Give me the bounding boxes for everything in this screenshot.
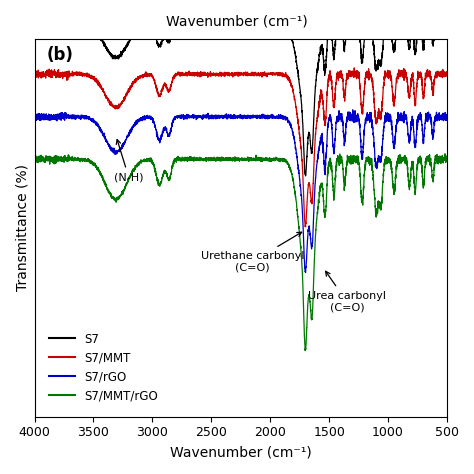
S7 <box>118 51 123 57</box>
Text: (b): (b) <box>47 46 74 64</box>
S7/rGO <box>226 113 232 119</box>
S7/MMT <box>412 100 418 106</box>
S7/MMT/rGO <box>276 158 282 164</box>
S7/MMT <box>303 224 309 229</box>
Legend: S7, S7/MMT, S7/rGO, S7/MMT/rGO: S7, S7/MMT, S7/rGO, S7/MMT/rGO <box>45 328 163 407</box>
S7/MMT <box>351 65 357 71</box>
S7/MMT <box>294 107 300 113</box>
S7/rGO <box>412 139 418 145</box>
S7 <box>412 51 418 56</box>
S7/rGO <box>294 150 300 156</box>
S7 <box>303 173 309 179</box>
S7/MMT <box>444 73 450 79</box>
S7 <box>294 61 300 67</box>
S7/rGO <box>350 107 356 113</box>
S7/MMT/rGO <box>226 156 232 162</box>
S7 <box>32 21 37 27</box>
S7/MMT <box>276 73 282 78</box>
Line: S7: S7 <box>35 20 447 176</box>
Y-axis label: Transmittance (%): Transmittance (%) <box>15 164 29 291</box>
S7/MMT/rGO <box>412 192 418 198</box>
Text: Urethane carbonyl
(C=O): Urethane carbonyl (C=O) <box>201 232 304 272</box>
S7/rGO <box>32 110 37 116</box>
Text: Wavenumber (cm⁻¹): Wavenumber (cm⁻¹) <box>166 14 308 28</box>
S7 <box>181 24 186 30</box>
S7/MMT <box>181 72 186 77</box>
S7/MMT/rGO <box>444 154 450 160</box>
Line: S7/MMT: S7/MMT <box>35 68 447 227</box>
S7/MMT <box>118 101 123 107</box>
Line: S7/MMT/rGO: S7/MMT/rGO <box>35 154 447 351</box>
X-axis label: Wavenumber (cm⁻¹): Wavenumber (cm⁻¹) <box>170 445 311 459</box>
S7/MMT/rGO <box>302 348 308 354</box>
S7/rGO <box>181 112 186 118</box>
S7/MMT <box>32 71 37 76</box>
S7 <box>354 18 359 23</box>
S7 <box>444 22 450 28</box>
S7/rGO <box>303 270 309 275</box>
Text: (N-H): (N-H) <box>114 139 144 182</box>
S7/MMT <box>226 70 232 75</box>
Text: Urea carbonyl
(C=O): Urea carbonyl (C=O) <box>308 271 386 312</box>
S7/MMT/rGO <box>181 155 186 161</box>
S7/MMT/rGO <box>442 151 448 156</box>
S7 <box>276 24 282 29</box>
S7/rGO <box>444 114 450 120</box>
S7/MMT/rGO <box>294 204 300 210</box>
S7/rGO <box>276 114 282 119</box>
S7/MMT/rGO <box>32 157 37 163</box>
S7/MMT/rGO <box>118 193 123 199</box>
Line: S7/rGO: S7/rGO <box>35 110 447 273</box>
S7 <box>226 25 232 31</box>
S7/rGO <box>118 146 123 151</box>
